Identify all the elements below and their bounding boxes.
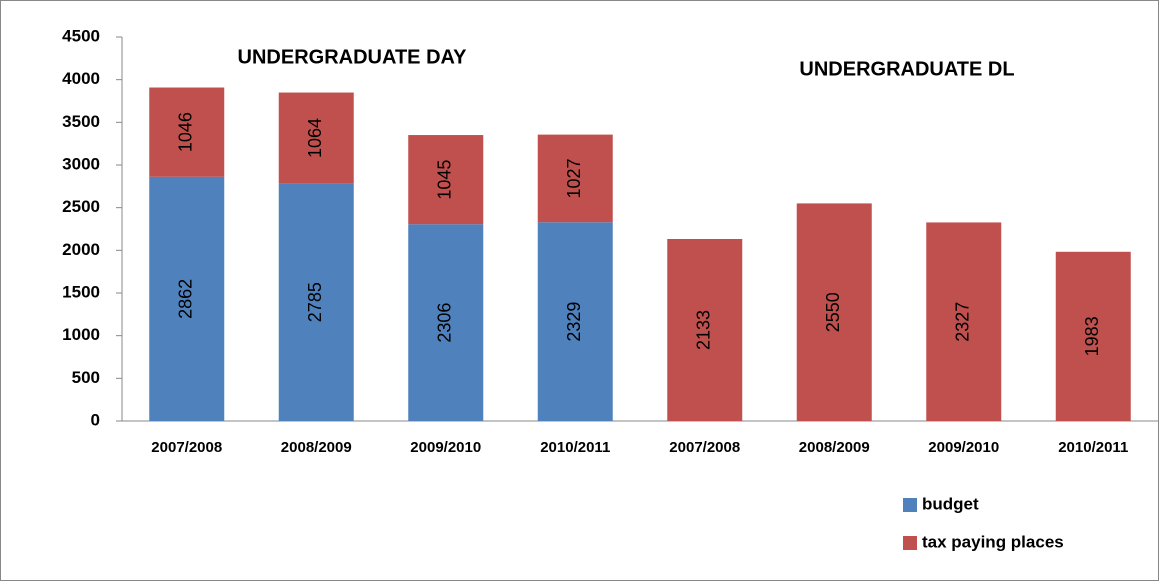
bar-segment xyxy=(537,134,613,223)
y-tick-label: 1500 xyxy=(62,282,100,301)
annotation: UNDERGRADUATE DL xyxy=(799,58,1014,80)
x-tick-label: 2010/2011 xyxy=(540,439,610,456)
x-tick-label: 2008/2009 xyxy=(281,439,352,456)
bar-segment xyxy=(667,238,743,421)
value-label: 1983 xyxy=(1082,316,1102,356)
bar-segment xyxy=(278,92,354,184)
y-tick-label: 0 xyxy=(91,410,100,429)
value-label: 2306 xyxy=(435,303,455,343)
bar-segment xyxy=(926,222,1002,421)
bar-segment xyxy=(1055,251,1131,421)
legend-label: tax paying places xyxy=(922,532,1064,551)
x-tick-label: 2008/2009 xyxy=(799,439,870,456)
bar-segment xyxy=(278,183,354,421)
bar-segment xyxy=(149,87,225,177)
legend-swatch xyxy=(903,536,917,550)
x-tick-label: 2007/2008 xyxy=(151,439,222,456)
y-tick-label: 2500 xyxy=(62,197,100,216)
y-tick-label: 2000 xyxy=(62,240,100,259)
legend-label: budget xyxy=(922,494,979,513)
value-label: 1064 xyxy=(305,118,325,158)
bar-segment xyxy=(149,176,225,421)
y-tick-label: 1000 xyxy=(62,325,100,344)
y-tick-label: 4500 xyxy=(62,26,100,45)
value-label: 1045 xyxy=(435,160,455,200)
bar-segment xyxy=(796,203,872,421)
bar-segment xyxy=(408,224,484,421)
annotation: UNDERGRADUATE DAY xyxy=(238,46,468,68)
bar-segment xyxy=(537,222,613,421)
y-tick-label: 500 xyxy=(72,368,100,387)
legend-swatch xyxy=(903,498,917,512)
x-tick-label: 2009/2010 xyxy=(410,439,481,456)
value-label: 1027 xyxy=(564,158,584,198)
value-label: 2133 xyxy=(694,310,714,350)
bar-segment xyxy=(408,135,484,225)
x-tick-label: 2009/2010 xyxy=(928,439,999,456)
y-tick-label: 3000 xyxy=(62,154,100,173)
value-label: 2327 xyxy=(953,302,973,342)
x-tick-label: 2007/2008 xyxy=(669,439,740,456)
value-label: 2329 xyxy=(564,302,584,342)
value-label: 2785 xyxy=(305,282,325,322)
value-label: 2862 xyxy=(176,279,196,319)
x-tick-label: 2010/2011 xyxy=(1058,439,1128,456)
y-tick-label: 4000 xyxy=(62,69,100,88)
y-tick-label: 3500 xyxy=(62,112,100,131)
value-label: 2550 xyxy=(823,292,843,332)
value-label: 1046 xyxy=(176,112,196,152)
